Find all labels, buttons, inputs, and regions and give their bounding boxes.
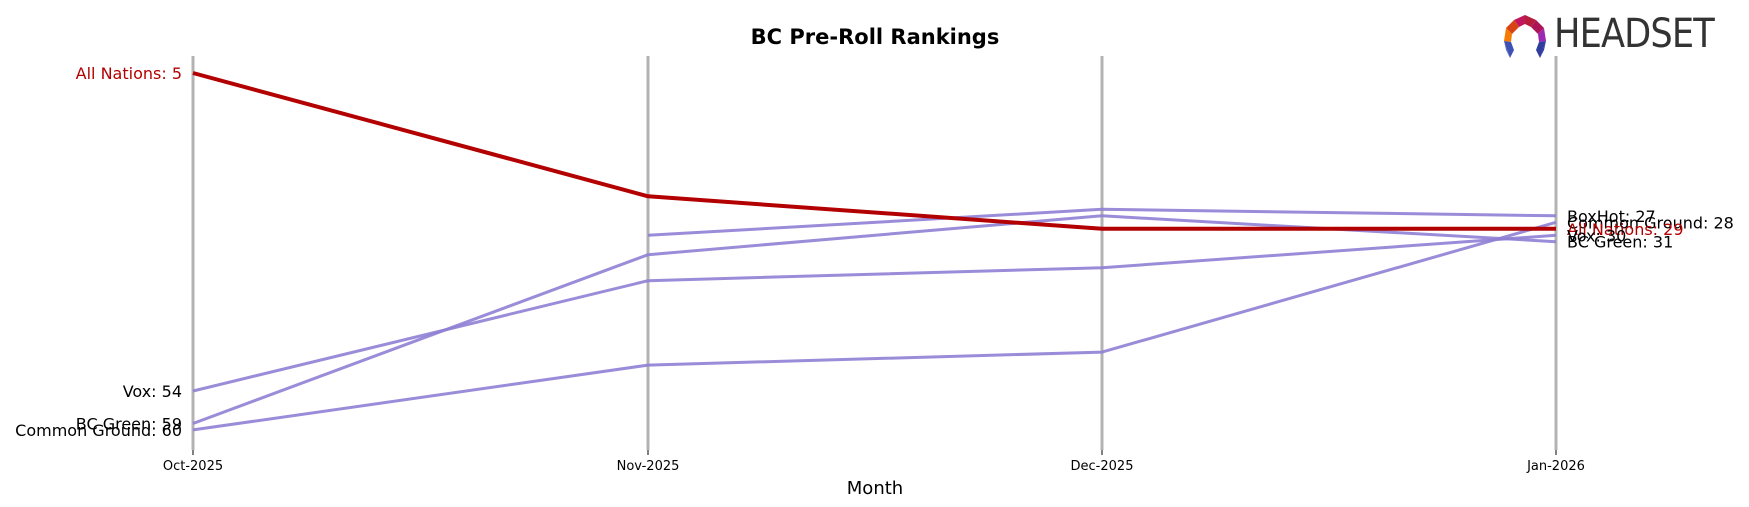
series-line-vox: [192, 233, 1557, 393]
month-gridlines: [191, 56, 1558, 450]
x-tick-label: Dec-2025: [1071, 459, 1134, 474]
x-tick-label: Jan-2026: [1526, 459, 1585, 474]
series-lines: [192, 207, 1557, 432]
series-line-all-nations: [192, 71, 1556, 231]
x-axis-ticks: Oct-2025 Nov-2025 Dec-2025 Jan-2026: [163, 450, 1585, 474]
headset-logo-icon: [1504, 15, 1546, 58]
series-line-boxhot: [647, 207, 1557, 237]
end-label: Vox: 30: [1567, 226, 1626, 245]
start-label: All Nations: 5: [76, 64, 182, 83]
highlight-series-line: [192, 71, 1556, 231]
series-line-bc-green: [192, 214, 1557, 425]
start-label: Common Ground: 60: [15, 421, 182, 440]
start-label: BC Green: 59: [76, 414, 182, 433]
series-line-common-ground: [192, 220, 1557, 432]
x-axis-label: Month: [847, 478, 903, 499]
end-label: BC Green: 31: [1567, 233, 1673, 252]
headset-logo-text: HEADSET: [1554, 11, 1715, 57]
start-label: Vox: 54: [123, 382, 182, 401]
x-tick-label: Nov-2025: [617, 459, 680, 474]
headset-logo: HEADSET: [1500, 11, 1730, 60]
end-label: Common Ground: 28: [1567, 213, 1734, 232]
x-tick-label: Oct-2025: [163, 459, 223, 474]
chart-title: BC Pre-Roll Rankings: [751, 25, 1000, 49]
end-label: BoxHot: 27: [1567, 207, 1656, 226]
end-label: All Nations: 29: [1567, 220, 1684, 239]
